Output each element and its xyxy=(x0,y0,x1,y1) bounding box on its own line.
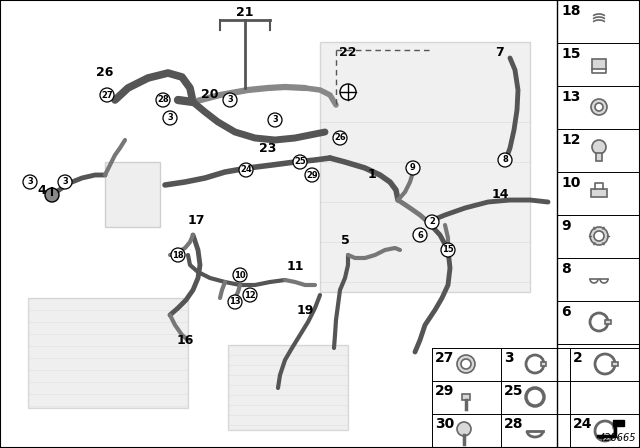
Polygon shape xyxy=(613,420,624,426)
Text: 7: 7 xyxy=(495,46,504,59)
Circle shape xyxy=(45,188,59,202)
Text: 23: 23 xyxy=(259,142,276,155)
Bar xyxy=(591,189,607,197)
Circle shape xyxy=(498,153,512,167)
Bar xyxy=(605,320,611,324)
Circle shape xyxy=(233,268,247,282)
Bar xyxy=(462,394,470,400)
Bar xyxy=(592,59,606,69)
Text: 22: 22 xyxy=(339,46,356,59)
Text: 11: 11 xyxy=(286,260,304,273)
Circle shape xyxy=(268,113,282,127)
Text: 16: 16 xyxy=(176,333,194,346)
Text: 15: 15 xyxy=(442,246,454,254)
Text: 28: 28 xyxy=(504,417,524,431)
Text: 12: 12 xyxy=(561,133,580,147)
Text: 12: 12 xyxy=(244,290,256,300)
Text: 27: 27 xyxy=(435,351,454,365)
Text: 2: 2 xyxy=(429,217,435,227)
Circle shape xyxy=(58,175,72,189)
Bar xyxy=(612,362,618,366)
Text: 24: 24 xyxy=(573,417,593,431)
Text: 3: 3 xyxy=(272,116,278,125)
Circle shape xyxy=(156,93,170,107)
Circle shape xyxy=(293,155,307,169)
Bar xyxy=(28,298,188,408)
Bar xyxy=(320,42,530,292)
Circle shape xyxy=(591,99,607,115)
Text: 6: 6 xyxy=(561,305,571,319)
Text: 18: 18 xyxy=(172,250,184,259)
Text: 10: 10 xyxy=(561,176,580,190)
Text: 3: 3 xyxy=(504,351,514,365)
Text: 14: 14 xyxy=(492,189,509,202)
Circle shape xyxy=(457,422,471,436)
Bar xyxy=(596,153,602,161)
Circle shape xyxy=(590,227,608,245)
Circle shape xyxy=(457,355,475,373)
Circle shape xyxy=(592,140,606,154)
Circle shape xyxy=(441,243,455,257)
Text: 10: 10 xyxy=(234,271,246,280)
Text: 21: 21 xyxy=(236,5,253,18)
Circle shape xyxy=(305,168,319,182)
Text: 6: 6 xyxy=(417,231,423,240)
Text: 20: 20 xyxy=(201,89,219,102)
Text: 3: 3 xyxy=(167,113,173,122)
Circle shape xyxy=(243,288,257,302)
Text: 27: 27 xyxy=(101,90,113,99)
Circle shape xyxy=(100,88,114,102)
Text: 30: 30 xyxy=(435,417,454,431)
Circle shape xyxy=(163,111,177,125)
Text: 8: 8 xyxy=(502,155,508,164)
Text: 3: 3 xyxy=(227,95,233,104)
Text: 13: 13 xyxy=(561,90,580,104)
Text: 26: 26 xyxy=(96,65,114,78)
Circle shape xyxy=(461,359,471,369)
Text: 3: 3 xyxy=(27,177,33,186)
Text: 18: 18 xyxy=(561,4,580,18)
Circle shape xyxy=(239,163,253,177)
Text: 24: 24 xyxy=(240,165,252,175)
Text: 428665: 428665 xyxy=(598,433,636,443)
Circle shape xyxy=(223,93,237,107)
Text: 28: 28 xyxy=(157,95,169,104)
Text: 15: 15 xyxy=(561,47,580,61)
Circle shape xyxy=(406,161,420,175)
Circle shape xyxy=(595,103,603,111)
Circle shape xyxy=(333,131,347,145)
Circle shape xyxy=(23,175,37,189)
Text: 4: 4 xyxy=(38,184,46,197)
Text: 3: 3 xyxy=(62,177,68,186)
Bar xyxy=(105,162,160,227)
Text: 29: 29 xyxy=(435,384,454,398)
Text: 19: 19 xyxy=(296,303,314,316)
Text: 17: 17 xyxy=(188,214,205,227)
Text: 26: 26 xyxy=(334,134,346,142)
Text: 8: 8 xyxy=(561,262,571,276)
Text: 29: 29 xyxy=(306,171,318,180)
Text: 13: 13 xyxy=(229,297,241,306)
Circle shape xyxy=(228,295,242,309)
Circle shape xyxy=(413,228,427,242)
Text: 25: 25 xyxy=(504,384,524,398)
Circle shape xyxy=(171,248,185,262)
Text: 25: 25 xyxy=(294,158,306,167)
Text: 2: 2 xyxy=(573,351,583,365)
Text: 1: 1 xyxy=(367,168,376,181)
Circle shape xyxy=(425,215,439,229)
Circle shape xyxy=(340,84,356,100)
Text: 5: 5 xyxy=(340,233,349,246)
Bar xyxy=(228,345,348,430)
Text: 9: 9 xyxy=(410,164,416,172)
Text: 9: 9 xyxy=(561,219,571,233)
Circle shape xyxy=(594,231,604,241)
Bar xyxy=(541,362,546,366)
